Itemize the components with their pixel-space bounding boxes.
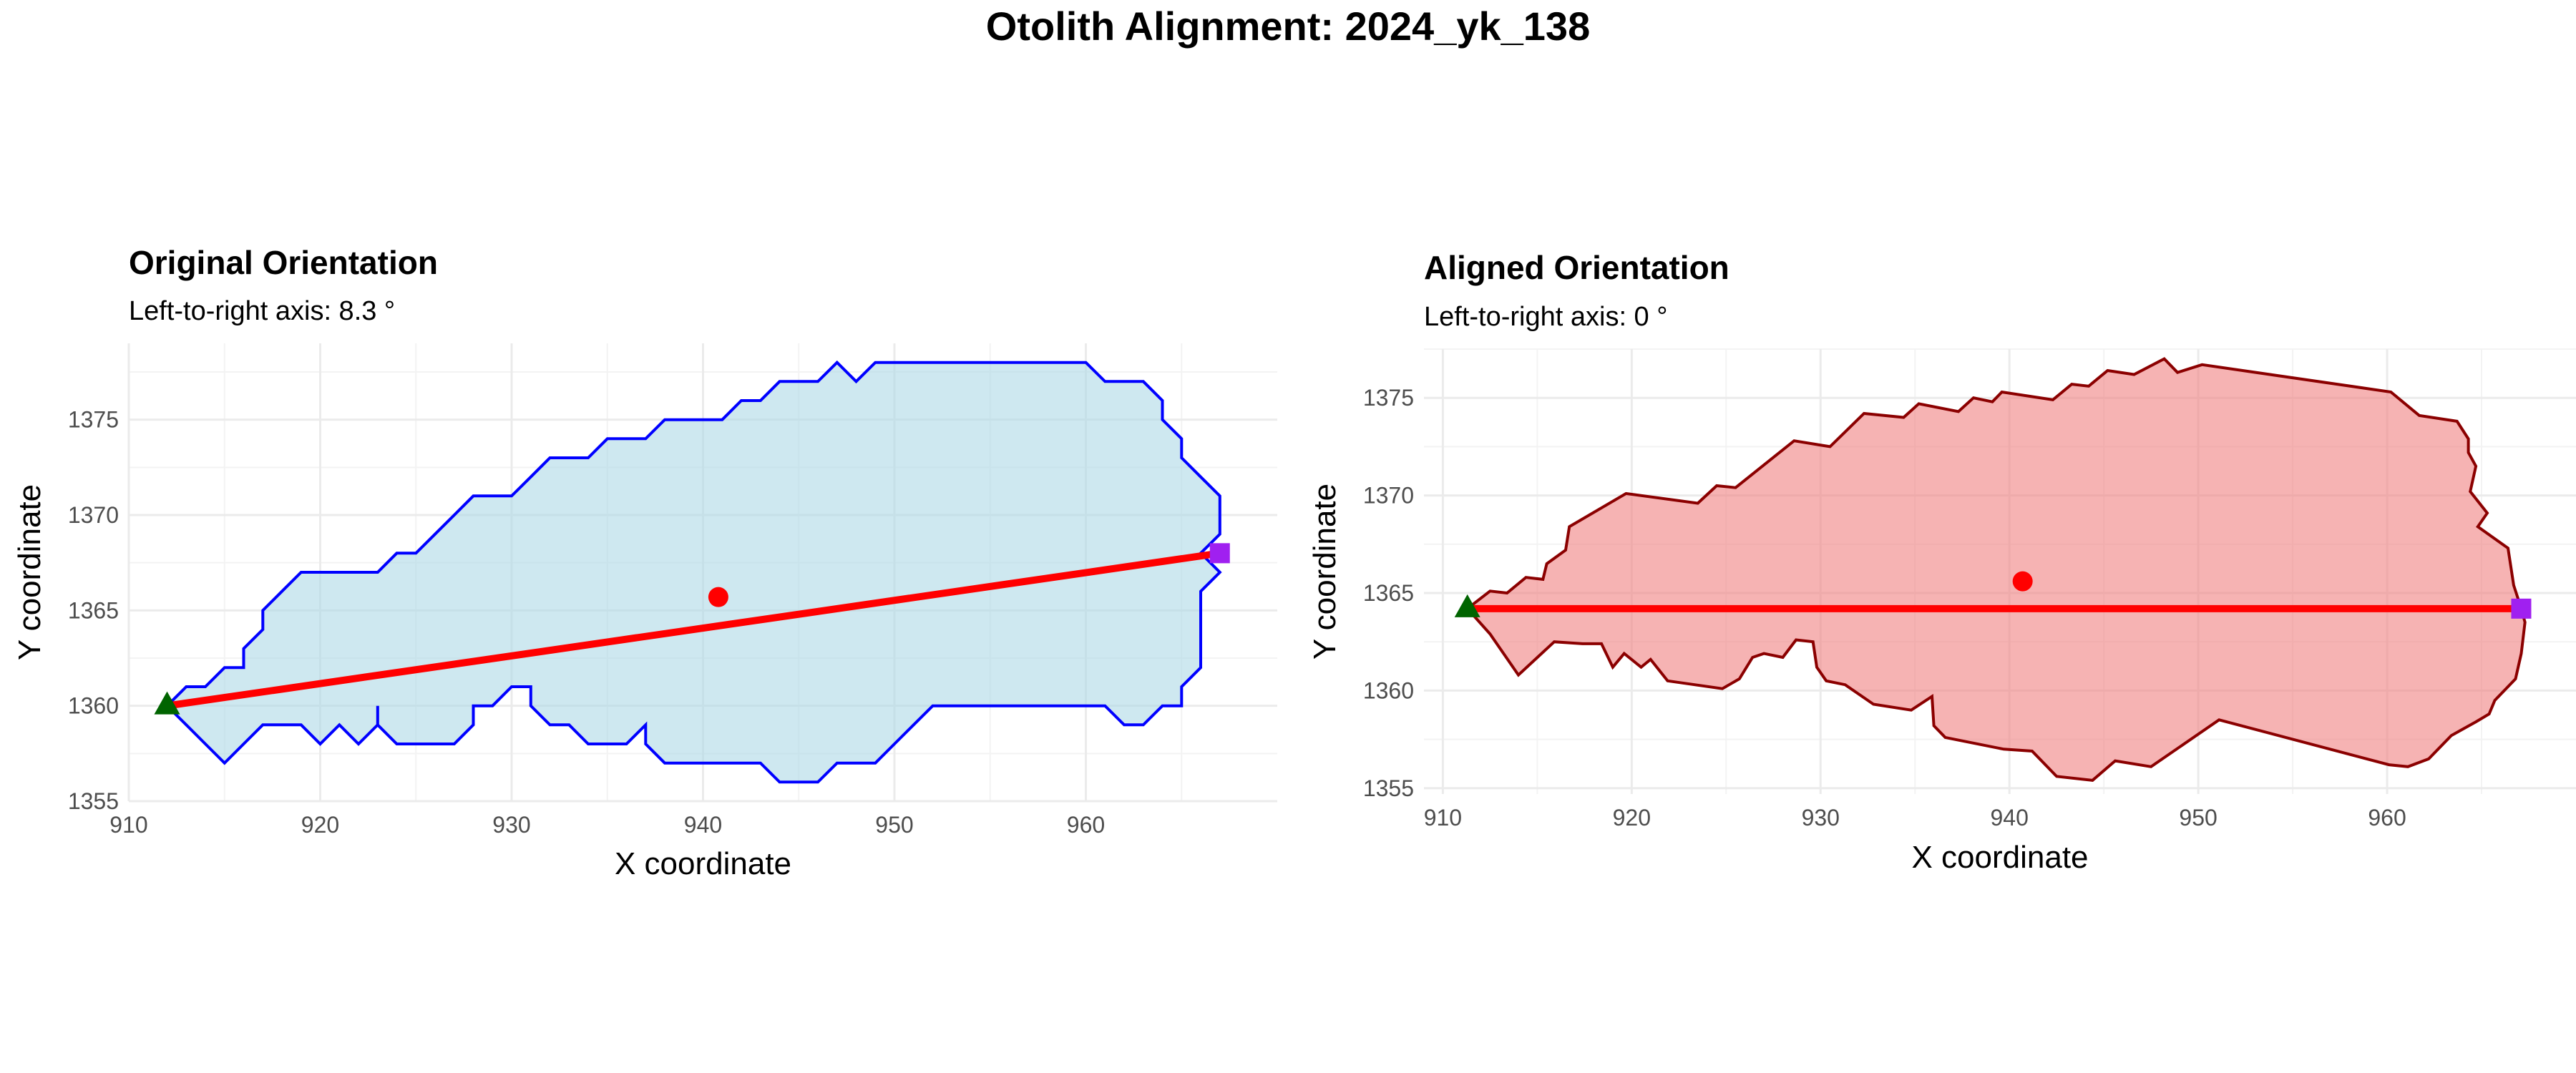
- x-tick-label: 910: [109, 812, 147, 838]
- aligned-right-point-marker: [2511, 598, 2532, 619]
- original-y-axis-label: Y coordinate: [12, 484, 47, 660]
- y-tick-label: 1355: [68, 788, 119, 814]
- original-otolith-outline: [165, 360, 1222, 784]
- x-tick-label: 940: [684, 812, 722, 838]
- y-tick-label: 1375: [68, 407, 119, 433]
- original-panel-title: Original Orientation: [129, 244, 438, 281]
- y-tick-label: 1360: [68, 693, 119, 719]
- x-tick-label: 960: [2368, 805, 2406, 831]
- x-tick-label: 930: [1802, 805, 1840, 831]
- y-tick-label: 1355: [1363, 775, 1414, 801]
- x-tick-label: 920: [1613, 805, 1651, 831]
- y-tick-label: 1360: [1363, 677, 1414, 703]
- original-left-point-marker: [154, 691, 180, 715]
- x-tick-label: 960: [1067, 812, 1105, 838]
- aligned-panel-title: Aligned Orientation: [1424, 249, 1729, 286]
- x-tick-label: 950: [2179, 805, 2217, 831]
- aligned-centroid-point: [2012, 571, 2033, 592]
- original-right-point-marker: [1209, 543, 1230, 564]
- aligned-x-axis-label: X coordinate: [1911, 840, 2088, 875]
- y-tick-label: 1370: [1363, 483, 1414, 509]
- x-tick-label: 930: [492, 812, 530, 838]
- aligned-otolith-outline: [1465, 357, 2527, 782]
- y-tick-label: 1375: [1363, 385, 1414, 411]
- aligned-y-axis-label: Y coordinate: [1307, 484, 1342, 660]
- y-tick-label: 1365: [68, 597, 119, 623]
- y-tick-label: 1365: [1363, 580, 1414, 606]
- original-centroid-point: [708, 587, 728, 607]
- original-left-to-right-axis-line: [166, 549, 1221, 710]
- original-panel-subtitle: Left-to-right axis: 8.3 °: [129, 296, 395, 326]
- y-tick-label: 1370: [68, 502, 119, 528]
- aligned-panel-subtitle: Left-to-right axis: 0 °: [1424, 302, 1667, 332]
- original-x-axis-label: X coordinate: [615, 846, 791, 881]
- x-tick-label: 940: [1991, 805, 2029, 831]
- x-tick-label: 910: [1424, 805, 1462, 831]
- x-tick-label: 920: [301, 812, 339, 838]
- x-tick-label: 950: [875, 812, 913, 838]
- aligned-left-point-marker: [1454, 594, 1480, 617]
- figure-title: Otolith Alignment: 2024_yk_138: [985, 4, 1591, 49]
